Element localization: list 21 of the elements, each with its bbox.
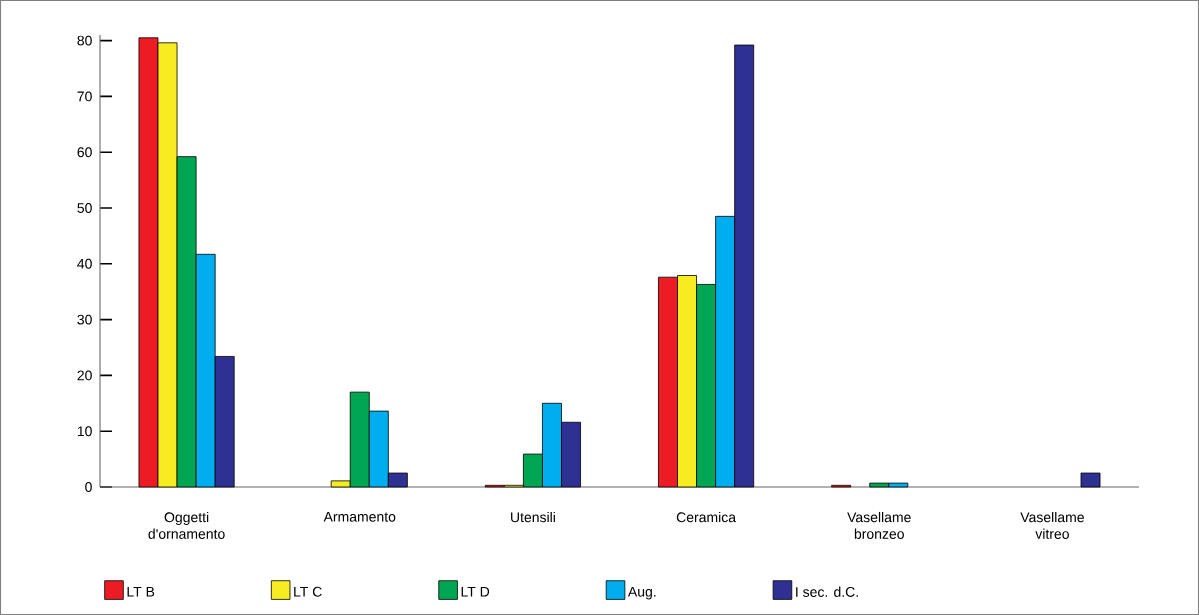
- y-tick-label: 20: [77, 370, 92, 381]
- bar: [1080, 472, 1101, 488]
- x-tick-label: Utensili: [511, 511, 555, 523]
- legend-label: LT D: [461, 586, 490, 597]
- y-tick-label: 0: [85, 482, 92, 492]
- legend-label: I sec. d.C.: [796, 586, 858, 597]
- y-tick-label: 60: [77, 147, 92, 158]
- x-tick-label: Vasellame vitreo: [1020, 511, 1084, 539]
- x-tick-label: Vasellame bronzeo: [847, 511, 911, 539]
- x-tick-label: Ceramica: [676, 511, 737, 523]
- legend-label: LT B: [127, 586, 155, 597]
- x-tick-label: Armamento: [323, 511, 396, 522]
- legend-label: Aug.: [627, 586, 656, 600]
- y-tick-label: 70: [77, 91, 92, 102]
- y-tick-label: 10: [77, 426, 92, 437]
- y-tick-label: 40: [77, 258, 92, 269]
- x-tick-label: Oggetti d'ornamento: [148, 511, 225, 539]
- y-tick-label: 30: [77, 314, 92, 325]
- legend-label: LT C: [294, 586, 322, 597]
- y-tick-label: 80: [77, 35, 92, 46]
- y-tick-label: 50: [77, 203, 92, 213]
